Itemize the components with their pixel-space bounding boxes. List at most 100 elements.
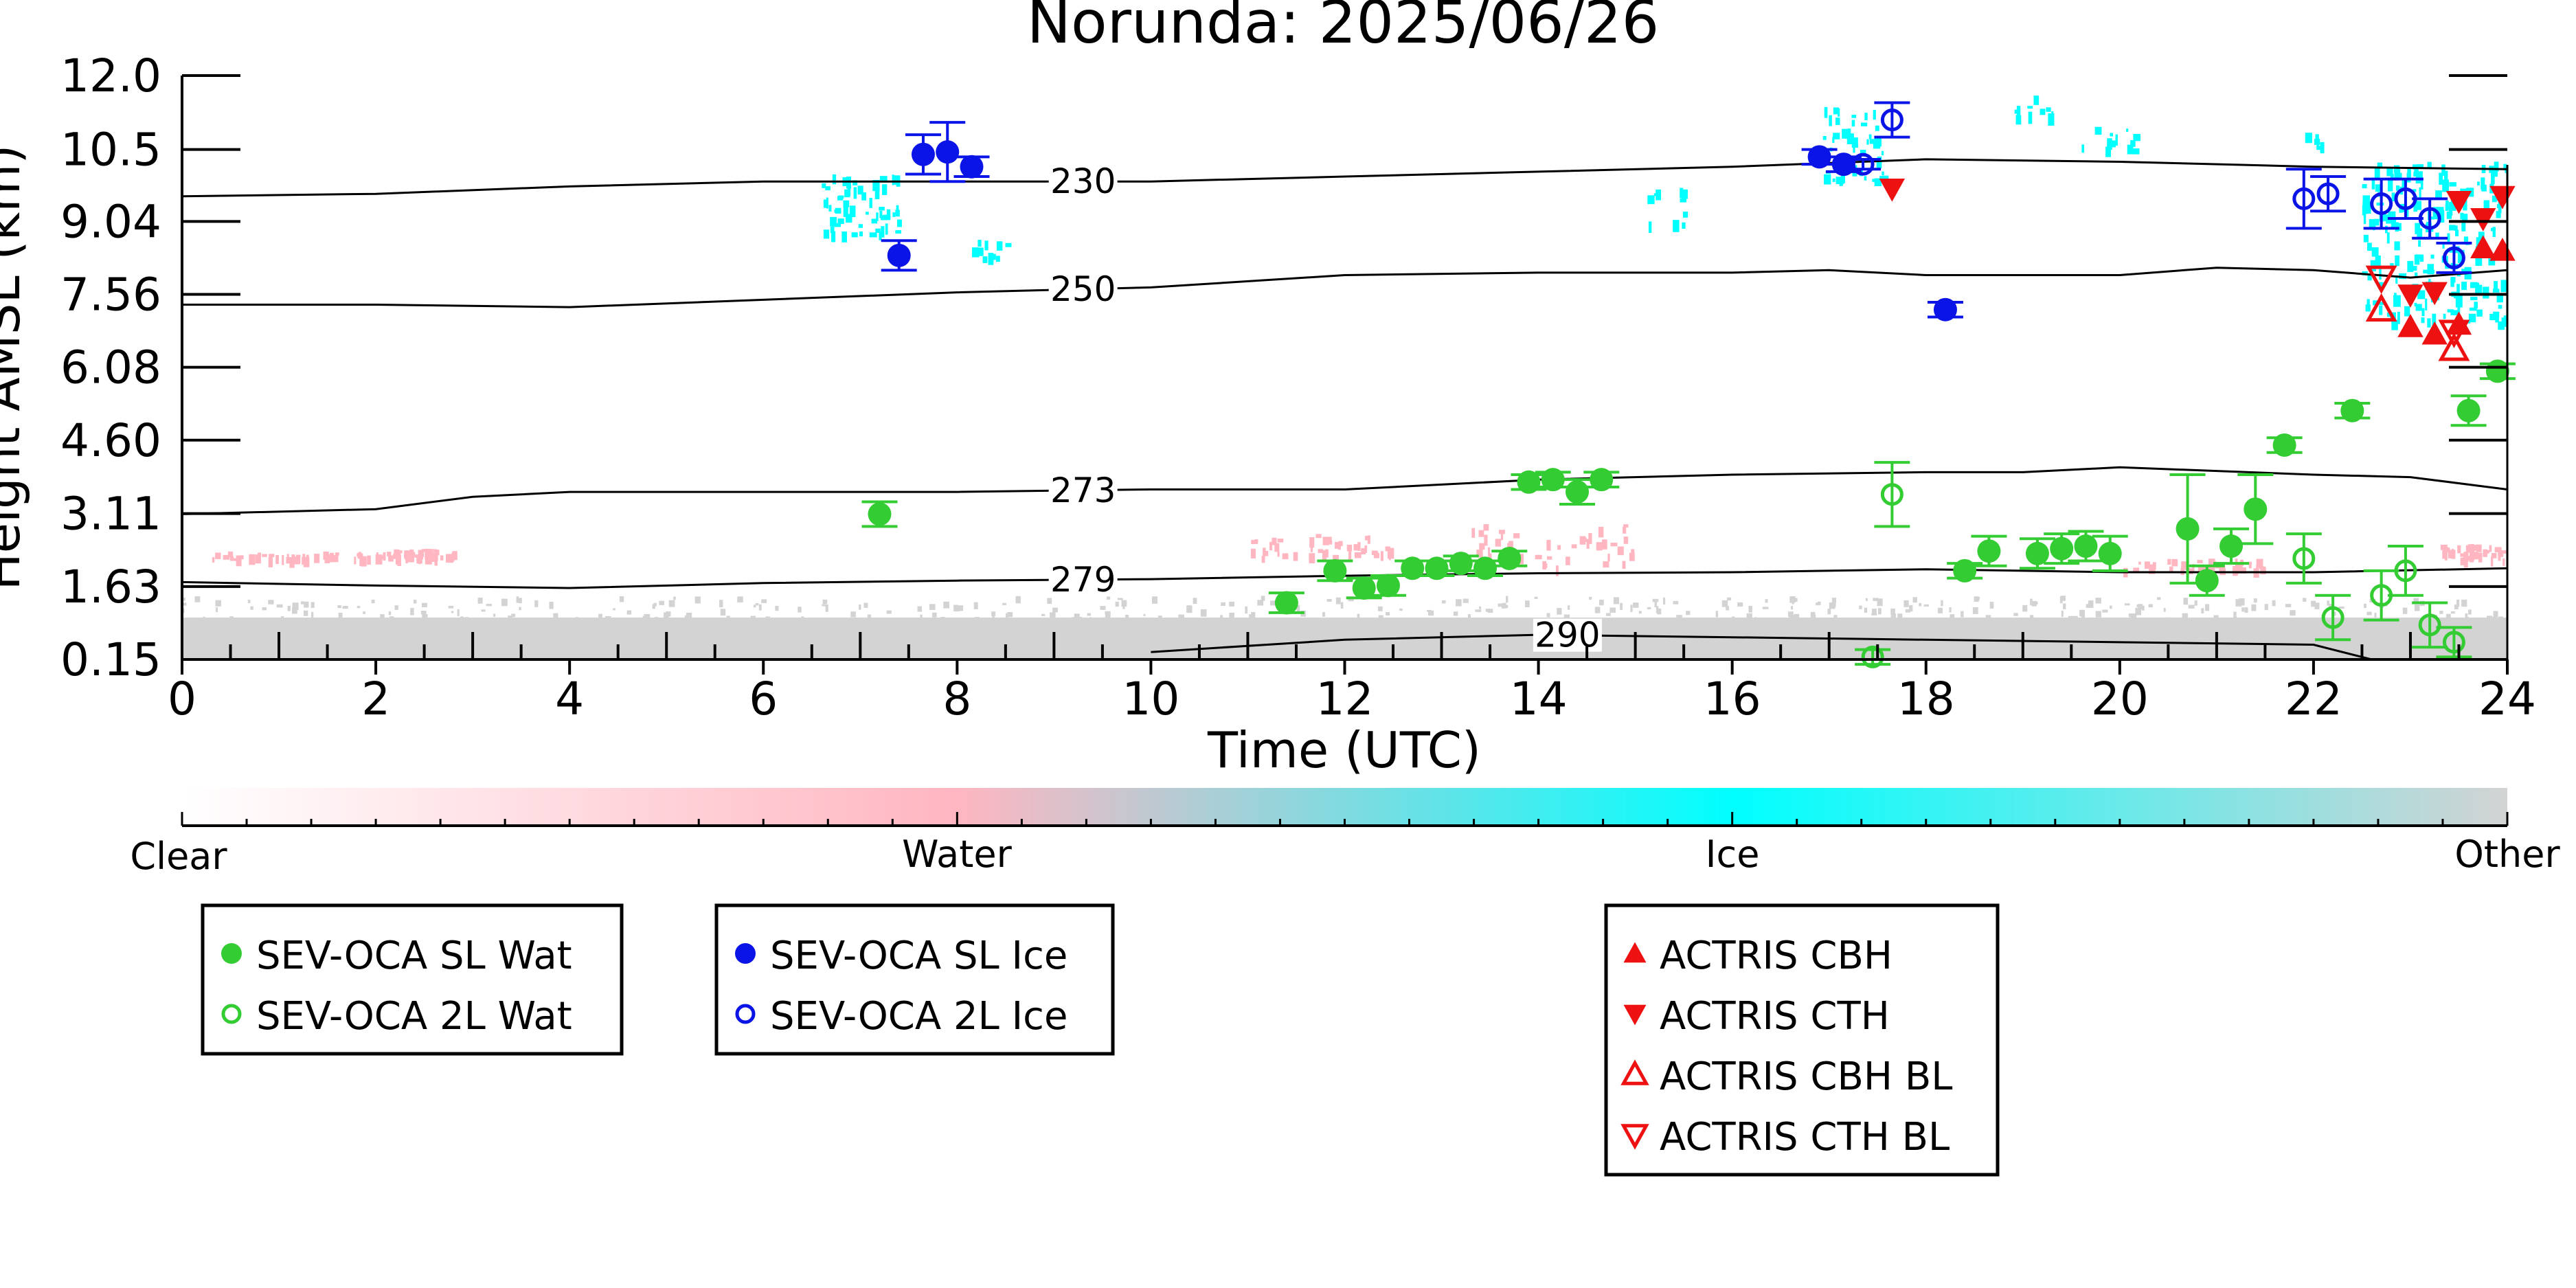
other-speck <box>1731 616 1735 620</box>
water-speck <box>2467 556 2470 561</box>
water-speck <box>2171 558 2178 567</box>
water-speck <box>275 554 279 565</box>
other-speck <box>2235 599 2242 607</box>
water-speck <box>1623 526 1627 534</box>
water-speck <box>419 550 422 555</box>
x-tick-label: 4 <box>555 673 584 725</box>
isotherm-273 <box>182 466 2507 515</box>
other-speck <box>686 612 692 619</box>
other-speck <box>1510 618 1513 621</box>
water-speck <box>2197 567 2203 573</box>
ice-speck <box>1647 195 1655 205</box>
point-sev-oca-2l-ice <box>2370 192 2393 215</box>
water-speck <box>2260 567 2266 575</box>
ice-speck <box>846 177 852 189</box>
legend-label: SEV-OCA 2L Wat <box>256 994 572 1039</box>
water-speck <box>361 556 367 567</box>
other-speck <box>2327 600 2330 606</box>
point-actris-cbh <box>2489 237 2516 261</box>
ice-speck <box>2028 111 2033 124</box>
water-speck <box>229 558 236 561</box>
other-speck <box>1487 609 1493 613</box>
point-sev-oca-sl-wat <box>1449 552 1473 576</box>
ice-speck <box>2483 286 2489 299</box>
other-speck <box>516 596 519 603</box>
legend-box <box>201 903 624 1056</box>
water-speck <box>2491 553 2497 558</box>
water-speck <box>1579 536 1586 545</box>
ice-speck <box>2367 275 2372 281</box>
other-speck <box>920 614 923 619</box>
other-speck <box>1726 606 1730 611</box>
water-speck <box>323 551 329 560</box>
water-speck <box>291 556 298 564</box>
other-speck <box>2135 607 2141 615</box>
water-speck <box>303 556 310 567</box>
other-speck <box>2493 611 2498 618</box>
other-speck <box>1650 618 1656 626</box>
other-speck <box>1762 607 1769 609</box>
ice-speck <box>2488 256 2496 266</box>
other-speck <box>460 616 464 622</box>
water-speck <box>1324 549 1329 558</box>
ice-speck <box>2450 262 2453 267</box>
isotherm-label-250: 250 <box>1050 269 1116 309</box>
other-speck <box>2128 613 2132 618</box>
other-speck <box>2183 598 2189 605</box>
other-speck <box>2089 619 2094 625</box>
y-axis-ticks: 0.15 1.63 3.11 4.60 6.08 7.56 9.04 10.5 12.0 <box>60 49 2507 686</box>
ice-speck <box>2457 252 2463 264</box>
other-speck <box>501 598 508 607</box>
other-speck <box>1594 607 1601 613</box>
point-actris-cbh-bl <box>2438 332 2470 361</box>
ice-speck <box>876 212 879 221</box>
ice-speck <box>2375 255 2381 268</box>
ice-speck <box>2430 227 2434 232</box>
other-speck <box>2492 617 2497 622</box>
ice-speck <box>971 247 980 258</box>
other-speck <box>2080 610 2083 613</box>
other-speck <box>216 607 218 613</box>
other-speck <box>2157 597 2161 600</box>
ice-speck <box>2371 177 2375 190</box>
legend-label: ACTRIS CBH <box>1660 934 1893 978</box>
ice-speck <box>2427 318 2431 328</box>
other-speck <box>1340 602 1344 609</box>
ice-speck <box>1853 145 1855 153</box>
ice-speck <box>2415 272 2418 278</box>
water-speck <box>2169 566 2173 572</box>
ice-speck <box>1874 178 1882 186</box>
ice-speck <box>2406 172 2411 183</box>
ice-speck <box>2435 232 2439 238</box>
ice-speck <box>2442 179 2449 192</box>
water-speck <box>2445 547 2450 552</box>
other-speck <box>481 609 486 612</box>
ice-speck <box>2496 204 2502 208</box>
other-speck <box>1143 620 1146 627</box>
other-speck <box>2487 615 2493 619</box>
legends: SEV-OCA SL Wat SEV-OCA 2L Wat SEV-OCA SL I… <box>201 903 2000 1177</box>
point-sev-oca-sl-wat <box>1977 539 2001 563</box>
other-speck <box>519 607 521 611</box>
water-speck <box>405 555 408 564</box>
ice-speck <box>2394 241 2400 251</box>
point-sev-oca-2l-ice <box>2442 246 2465 269</box>
other-speck <box>2061 610 2064 618</box>
ice-speck <box>2130 140 2136 147</box>
other-speck <box>1827 609 1831 615</box>
other-speck <box>1872 609 1877 615</box>
other-speck <box>1193 598 1197 605</box>
water-speck <box>1380 551 1383 561</box>
water-speck <box>440 555 444 561</box>
other-speck <box>1106 596 1111 600</box>
ice-speck <box>843 200 850 207</box>
other-speck <box>1598 599 1604 606</box>
legend-marker <box>1623 942 1647 963</box>
other-speck <box>1186 605 1193 613</box>
water-speck <box>431 552 438 562</box>
ice-speck <box>2391 192 2395 202</box>
ice-speck <box>2081 144 2085 153</box>
ice-speck <box>2450 282 2454 287</box>
ice-speck <box>835 207 841 214</box>
chart-title: Norunda: 2025/06/26 <box>1027 0 1660 57</box>
